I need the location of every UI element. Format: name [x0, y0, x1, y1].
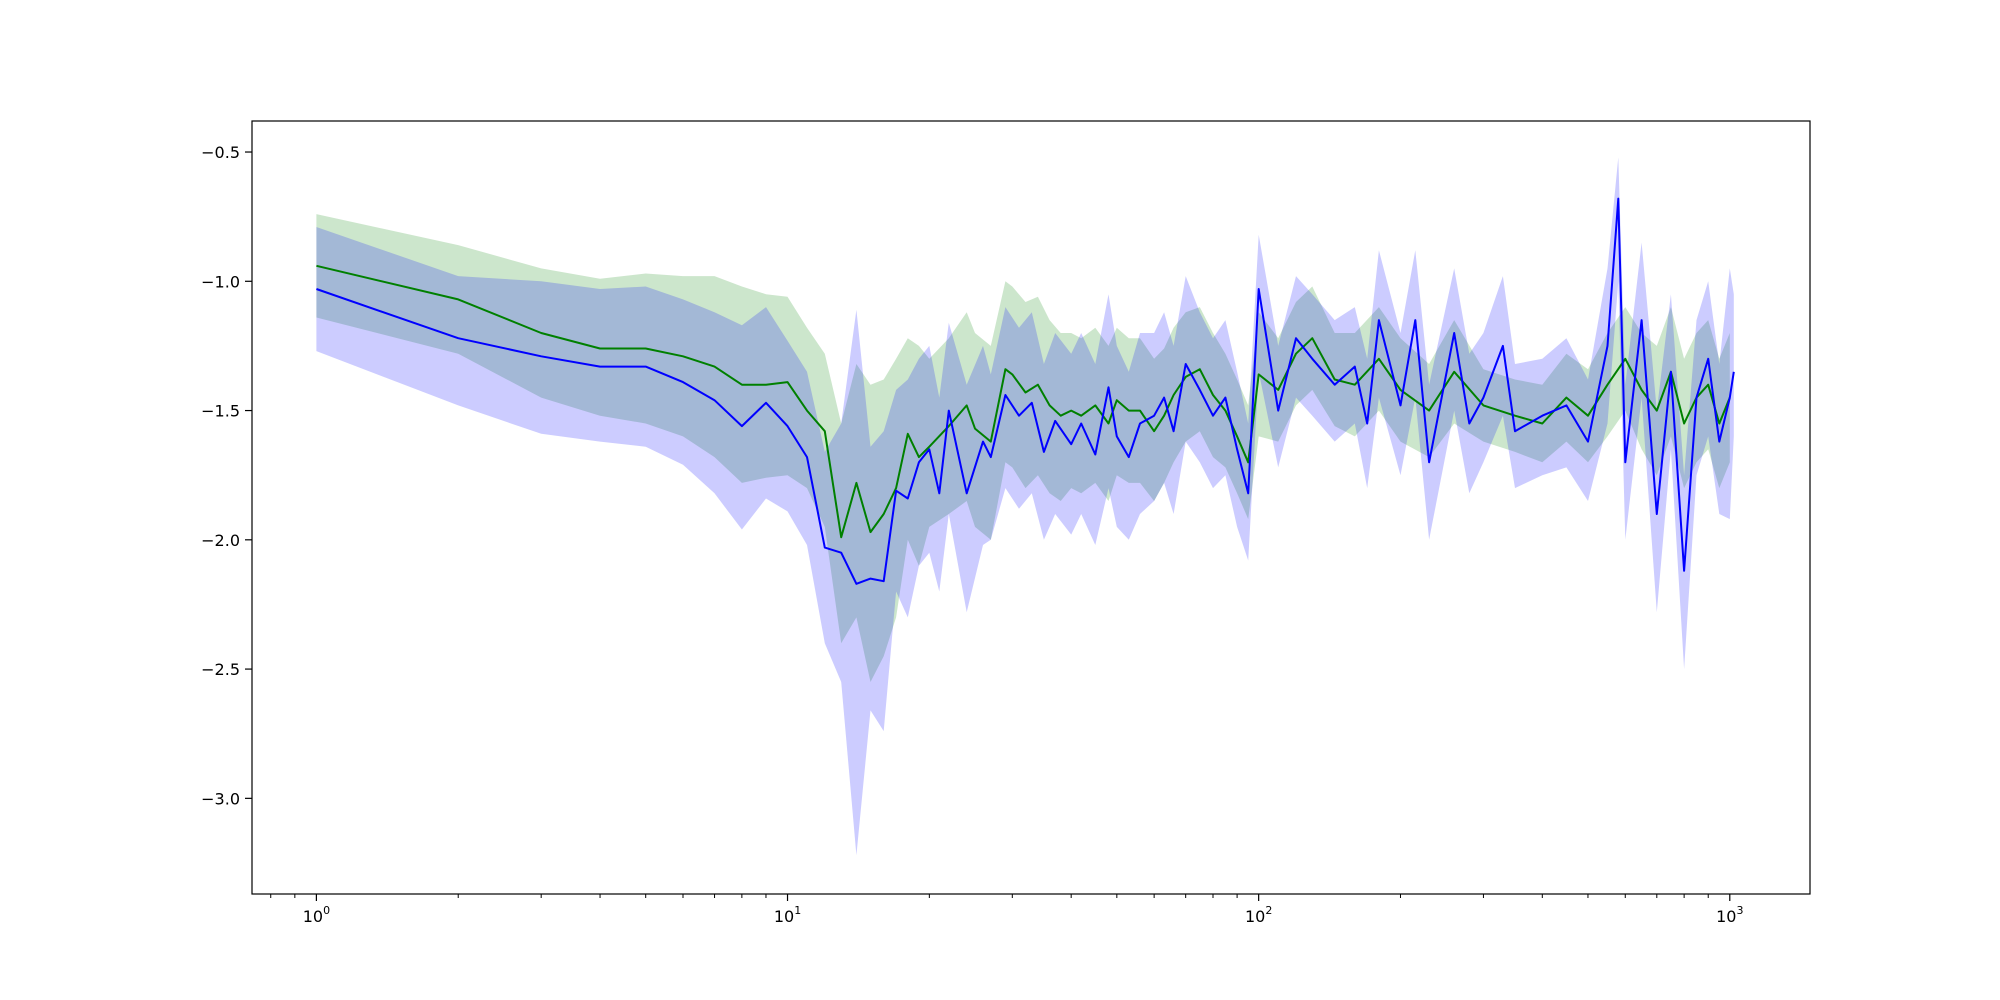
y-tick-label: −1.0: [201, 272, 240, 291]
x-tick-label: 103: [1716, 904, 1743, 926]
line-series-2: [316, 197, 1735, 585]
band-series-2: [316, 157, 1734, 856]
band-series-1: [316, 214, 1730, 682]
plot-frame: [251, 120, 1811, 895]
y-tick-label: −2.5: [201, 660, 240, 679]
confidence-bands: [316, 157, 1734, 856]
x-tick-label: 100: [303, 904, 330, 926]
y-tick-label: −3.0: [201, 789, 240, 808]
x-axis: 100 101 102 103: [270, 894, 1743, 926]
y-axis: −0.5 −1.0 −1.5 −2.0 −2.5 −3.0: [201, 143, 252, 808]
y-tick-label: −2.0: [201, 531, 240, 550]
y-tick-label: −0.5: [201, 143, 240, 162]
y-tick-label: −1.5: [201, 402, 240, 421]
x-tick-label: 101: [774, 904, 801, 926]
series-lines: [316, 197, 1735, 585]
x-tick-label: 102: [1245, 904, 1272, 926]
line-series-1: [316, 264, 1731, 539]
